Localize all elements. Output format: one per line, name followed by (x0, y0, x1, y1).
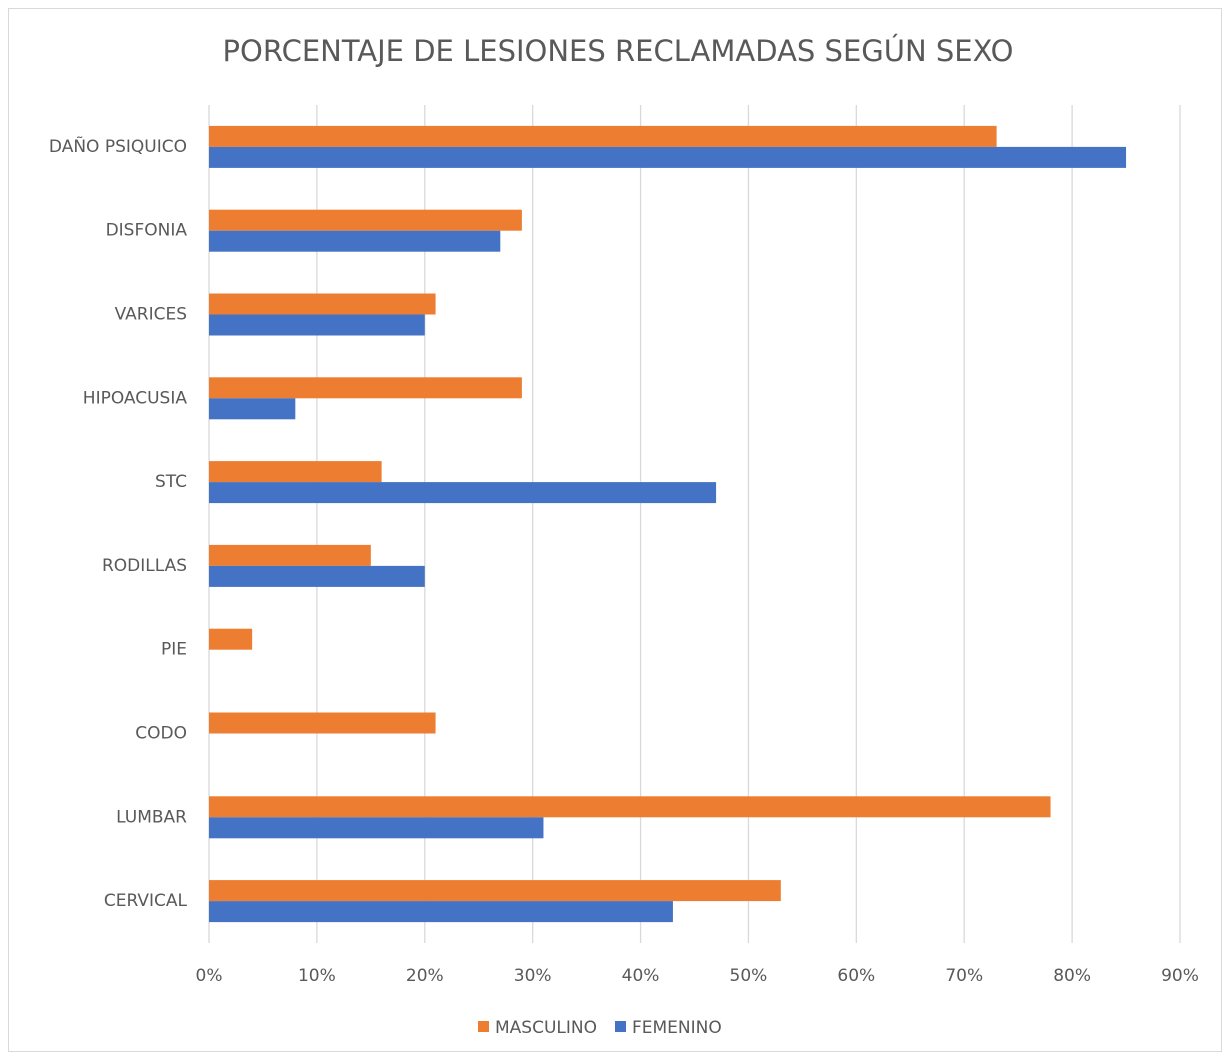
bar (209, 796, 1051, 818)
bar (209, 209, 522, 231)
bar (209, 817, 544, 839)
bar (209, 314, 425, 336)
x-tick-label: 90% (1161, 966, 1199, 986)
y-tick-label: RODILLAS (102, 556, 187, 576)
x-tick-label: 50% (730, 966, 768, 986)
y-tick-label: LUMBAR (116, 807, 187, 827)
y-tick-label: DISFONIA (106, 221, 188, 241)
y-tick-label: VARICES (115, 305, 187, 325)
x-tick-label: 80% (1053, 966, 1091, 986)
bar (209, 712, 436, 734)
legend-swatch (614, 1021, 626, 1032)
bar (209, 377, 522, 399)
bar (209, 565, 425, 587)
legend-swatch (478, 1021, 489, 1032)
y-tick-label: HIPOACUSIA (83, 388, 188, 408)
x-tick-label: 0% (196, 966, 223, 986)
chart-title: PORCENTAJE DE LESIONES RECLAMADAS SEGÚN … (223, 34, 1014, 68)
bar (209, 398, 296, 420)
bar (209, 901, 673, 923)
x-tick-label: 10% (298, 966, 336, 986)
chart-border (8, 8, 1222, 1052)
x-tick-label: 30% (514, 966, 552, 986)
x-tick-label: 70% (945, 966, 983, 986)
x-tick-label: 60% (837, 966, 875, 986)
y-tick-label: DAÑO PSIQUICO (49, 135, 187, 157)
y-tick-label: CODO (135, 724, 187, 744)
bar (209, 230, 501, 252)
y-tick-label: PIE (161, 640, 187, 660)
bar (209, 544, 371, 566)
x-tick-label: 20% (406, 966, 444, 986)
bar (209, 482, 717, 504)
bar (209, 146, 1127, 168)
y-tick-label: CERVICAL (104, 891, 188, 911)
legend-label: FEMENINO (632, 1018, 722, 1038)
y-tick-label: STC (155, 472, 187, 492)
bar (209, 125, 997, 147)
bar (209, 880, 781, 902)
bar (209, 628, 253, 650)
bar (209, 293, 436, 315)
x-tick-label: 40% (622, 966, 660, 986)
legend-label: MASCULINO (495, 1018, 597, 1038)
bar (209, 461, 382, 483)
